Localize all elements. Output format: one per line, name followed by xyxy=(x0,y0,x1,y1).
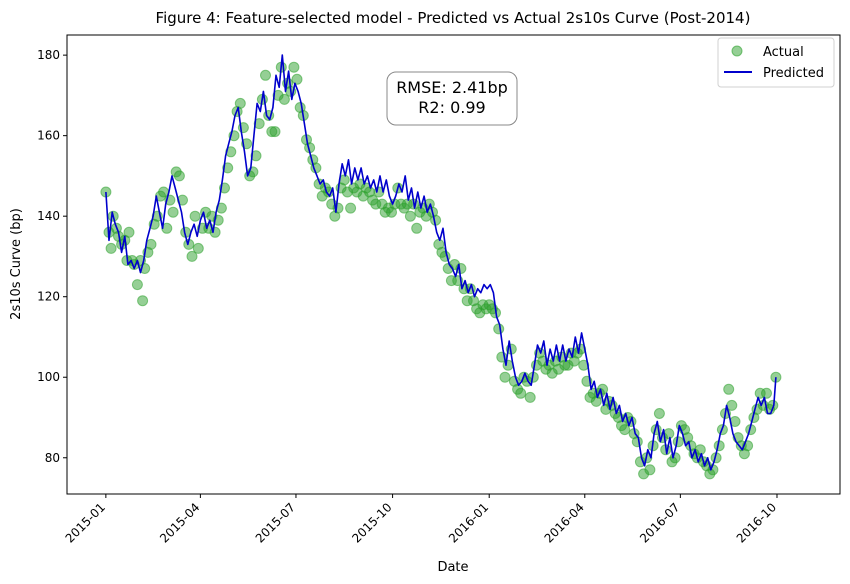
plot-area xyxy=(100,54,782,480)
annotation-rmse: RMSE: 2.41bp xyxy=(396,78,508,97)
actual-point xyxy=(131,279,143,291)
metrics-annotation: RMSE: 2.41bp R2: 0.99 xyxy=(386,71,518,126)
y-tick-label: 140 xyxy=(37,209,60,223)
actual-point xyxy=(222,162,234,174)
y-tick-label: 100 xyxy=(37,370,60,384)
y-tick-label: 180 xyxy=(37,48,60,62)
actual-point xyxy=(499,371,511,383)
y-tick-label: 160 xyxy=(37,129,60,143)
actual-point xyxy=(761,387,772,399)
actual-point xyxy=(619,424,631,436)
actual-point xyxy=(345,202,357,214)
y-axis-label: 2s10s Curve (bp) xyxy=(9,208,24,320)
legend-actual-label: Actual xyxy=(763,45,804,60)
actual-point xyxy=(669,452,681,464)
actual-point xyxy=(644,464,656,476)
actual-point xyxy=(411,222,423,234)
annotation-box xyxy=(386,71,518,126)
chart-title: Figure 4: Feature-selected model - Predi… xyxy=(156,9,751,27)
actual-point xyxy=(269,126,281,138)
actual-point xyxy=(493,323,505,335)
predicted-line xyxy=(105,54,777,471)
actual-point xyxy=(278,93,290,105)
legend-predicted-label: Predicted xyxy=(763,66,824,81)
y-axis: 80 100 120 140 160 180 xyxy=(37,48,67,465)
annotation-r2: R2: 0.99 xyxy=(418,98,485,117)
actual-point xyxy=(515,387,527,399)
actual-point xyxy=(260,69,271,81)
actual-point xyxy=(192,242,204,254)
y-tick-label: 120 xyxy=(37,290,60,304)
x-axis-label: Date xyxy=(437,560,468,575)
actual-point xyxy=(404,210,416,222)
actual-point xyxy=(631,436,643,448)
actual-point xyxy=(288,61,300,73)
actual-point xyxy=(123,226,135,238)
actual-point xyxy=(253,118,265,130)
actual-point xyxy=(291,73,303,85)
actual-point xyxy=(653,408,665,419)
actual-point xyxy=(723,383,735,395)
actual-point xyxy=(186,250,198,262)
actual-point xyxy=(173,170,185,182)
plot-frame xyxy=(66,34,841,495)
actual-point xyxy=(105,242,117,254)
actual-point xyxy=(672,436,684,448)
actual-point xyxy=(189,210,201,222)
actual-point xyxy=(524,391,536,403)
y-tick-label: 80 xyxy=(45,451,60,465)
actual-point xyxy=(250,150,262,162)
actual-point xyxy=(167,206,179,218)
predicted-series xyxy=(105,54,777,471)
legend-box xyxy=(717,37,835,88)
actual-point xyxy=(137,295,149,307)
actual-point xyxy=(234,97,246,109)
legend-actual-marker xyxy=(731,45,743,57)
actual-point xyxy=(767,399,779,411)
legend: Actual Predicted xyxy=(717,37,835,88)
